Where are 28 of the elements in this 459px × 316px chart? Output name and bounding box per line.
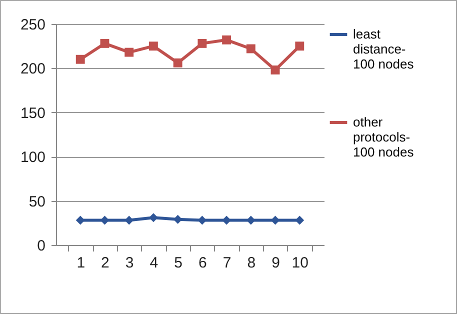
x-tick-label: 10 (292, 254, 308, 272)
y-tick-label: 0 (37, 238, 46, 254)
point (295, 42, 304, 51)
legend-label: other protocols-100 nodes (353, 114, 414, 160)
y-tick-label: 250 (20, 16, 46, 34)
x-tick-label: 1 (76, 254, 86, 272)
y-tick-label: 50 (28, 193, 46, 210)
point (222, 35, 232, 44)
x-tick-label: 8 (247, 254, 256, 272)
point (76, 54, 85, 64)
point (270, 65, 280, 74)
x-tick-label: 2 (101, 254, 110, 272)
point (246, 44, 256, 54)
x-tick-label: 9 (272, 254, 280, 272)
point (124, 48, 134, 57)
x-tick-label: 7 (222, 254, 232, 272)
x-tick-label: 5 (174, 254, 182, 272)
x-tick-label: 6 (198, 254, 207, 272)
y-tick-label: 200 (20, 60, 46, 78)
x-tick-label: 4 (150, 254, 158, 272)
point (173, 58, 182, 68)
x-tick-label: 3 (125, 254, 134, 272)
point (198, 38, 207, 48)
point (100, 38, 110, 48)
point (148, 42, 158, 51)
y-tick-label: 150 (20, 104, 46, 122)
y-tick-label: 100 (20, 149, 46, 166)
legend-label: least distance-100 nodes (353, 26, 414, 72)
